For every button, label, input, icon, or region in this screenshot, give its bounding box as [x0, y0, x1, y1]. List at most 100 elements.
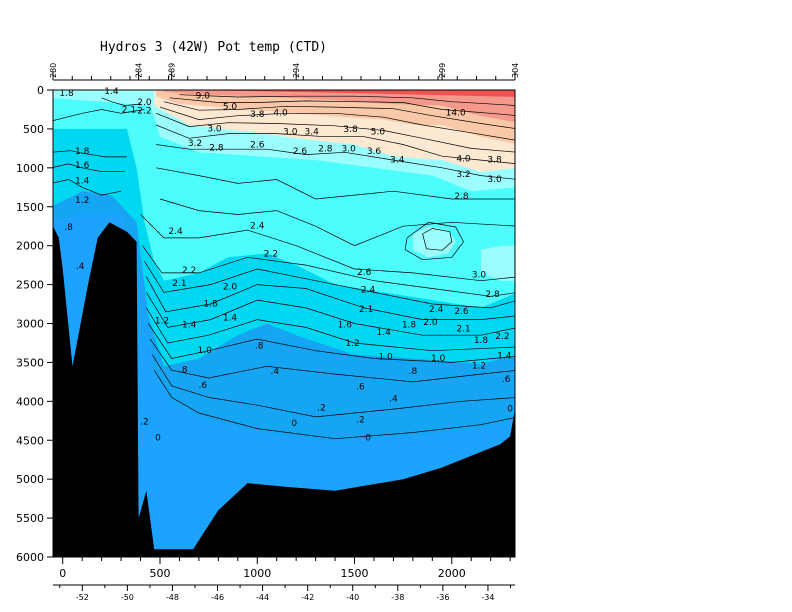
isotherm-line-18	[179, 94, 515, 106]
isotherm-line-17	[169, 97, 515, 116]
longitude-label--50: -50	[121, 593, 134, 602]
contour-label-62: 3.0	[472, 271, 487, 281]
longitude-label--46: -46	[211, 593, 224, 602]
station-label-284: 284	[135, 63, 144, 78]
contour-label-2: 2.1	[122, 106, 136, 116]
station-label-280: 280	[49, 63, 58, 78]
contour-label-68: .8	[179, 366, 188, 376]
contour-label-1: 1.4	[104, 87, 119, 97]
chart-title: Hydros 3 (42W) Pot temp (CTD)	[100, 40, 327, 55]
contour-labels: 1.8 1.42.12.02.21.81.61.41.2.8.49.05.03.8…	[59, 87, 513, 443]
isotherm-line-19	[422, 228, 453, 251]
longitude-label--36: -36	[436, 593, 449, 602]
contour-label-67: .8	[409, 367, 418, 377]
distance-label-500: 500	[149, 567, 170, 580]
contour-label-65: 1.0	[198, 346, 213, 356]
contour-label-24: 2.8	[318, 145, 333, 155]
contour-label-75: 0	[291, 419, 297, 429]
isotherm-line-8	[142, 245, 515, 297]
contour-label-33: 2.8	[454, 192, 469, 202]
depth-label-4000: 4000	[16, 395, 44, 408]
isotherm-lines	[53, 94, 515, 440]
contour-label-73: .2	[317, 404, 326, 414]
contour-label-10: .4	[76, 262, 85, 272]
contour-label-3: 2.0	[137, 98, 152, 108]
band-surface-water	[198, 90, 515, 97]
contour-label-49: 1.2	[345, 339, 359, 349]
station-axis: 280 284 289 294 299 304	[49, 63, 520, 81]
contour-label-22: 2.6	[250, 141, 265, 151]
isotherm-line-9	[140, 214, 515, 282]
station-label-294: 294	[292, 63, 301, 78]
isotherm-line-14	[155, 112, 515, 153]
isotherm-line-16	[163, 101, 515, 129]
contour-label-32: 3.0	[487, 175, 502, 185]
contour-label-40: 1.8	[203, 299, 218, 309]
contour-label-57: 1.8	[474, 336, 489, 346]
contour-label-47: 1.6	[338, 320, 353, 330]
contour-label-23: 2.6	[293, 147, 308, 157]
contour-label-44: 2.6	[357, 268, 372, 278]
contour-label-61: 1.0	[431, 354, 446, 364]
contour-label-46: 2.1	[359, 305, 373, 315]
depth-label-5500: 5500	[16, 512, 44, 525]
contour-label-74: .2	[356, 415, 365, 425]
contour-label-50: 1.8	[402, 320, 417, 330]
band-warm-east	[481, 245, 515, 281]
contour-label-59: 1.2	[472, 362, 486, 372]
depth-label-0: 0	[37, 84, 44, 97]
contour-label-14: 4.0	[273, 109, 288, 119]
isotherm-line-20	[404, 221, 464, 261]
contour-label-4: 2.2	[137, 106, 151, 116]
depth-label-1000: 1000	[16, 162, 44, 175]
contour-label-53: 2.1	[456, 324, 470, 334]
contour-label-77: .2	[140, 418, 149, 428]
contour-label-55: 2.8	[485, 290, 500, 300]
contour-label-70: .6	[199, 381, 208, 391]
longitude-label--44: -44	[256, 593, 269, 602]
band-warm-eddy	[412, 226, 456, 258]
contour-label-34: 2.4	[250, 222, 265, 232]
depth-label-6000: 6000	[16, 551, 44, 564]
contour-label-37: 2.2	[182, 266, 196, 276]
isotherm-line-21	[53, 179, 122, 196]
longitude-label--40: -40	[346, 593, 359, 602]
contour-label-20: 3.8	[343, 125, 358, 135]
contour-label-15: 3.0	[207, 124, 222, 134]
contour-label-56: 2.2	[495, 332, 509, 342]
isotherm-line-7	[144, 261, 515, 309]
depth-label-3000: 3000	[16, 318, 44, 331]
station-label-289: 289	[168, 63, 177, 78]
distance-label-0: 0	[59, 567, 66, 580]
isotherm-line-2	[150, 338, 515, 383]
contour-label-41: 1.2	[155, 317, 169, 327]
station-label-299: 299	[438, 63, 447, 78]
contour-label-12: 5.0	[223, 103, 238, 113]
contour-label-8: 1.2	[75, 196, 89, 206]
contour-label-16: 3.2	[188, 139, 202, 149]
contour-label-6: 1.6	[75, 161, 90, 171]
contour-label-60: 1.0	[378, 352, 393, 362]
contour-label-72: .4	[389, 394, 398, 404]
isotherm-line-12	[156, 144, 515, 180]
seafloor	[53, 222, 515, 557]
contour-label-43: 1.4	[223, 313, 238, 323]
plot-area	[53, 90, 515, 557]
contour-label-63: .6	[502, 375, 511, 385]
depth-label-2500: 2500	[16, 279, 44, 292]
depth-label-3500: 3500	[16, 356, 44, 369]
contour-label-28: 14.0	[446, 109, 466, 119]
isotherm-line-15	[159, 106, 515, 141]
contour-label-27: 3.4	[390, 155, 405, 165]
distance-label-1500: 1500	[341, 567, 369, 580]
isotherm-line-1	[151, 354, 515, 418]
contour-label-69: .4	[271, 367, 280, 377]
contour-label-18: 3.0	[283, 127, 298, 137]
contour-label-35: 2.4	[168, 227, 183, 237]
longitude-label--38: -38	[391, 593, 404, 602]
contour-label-76: 0	[365, 433, 371, 443]
isotherm-line-6	[146, 276, 515, 320]
isotherm-line-0	[153, 370, 515, 440]
contour-label-17: 2.8	[209, 144, 224, 154]
